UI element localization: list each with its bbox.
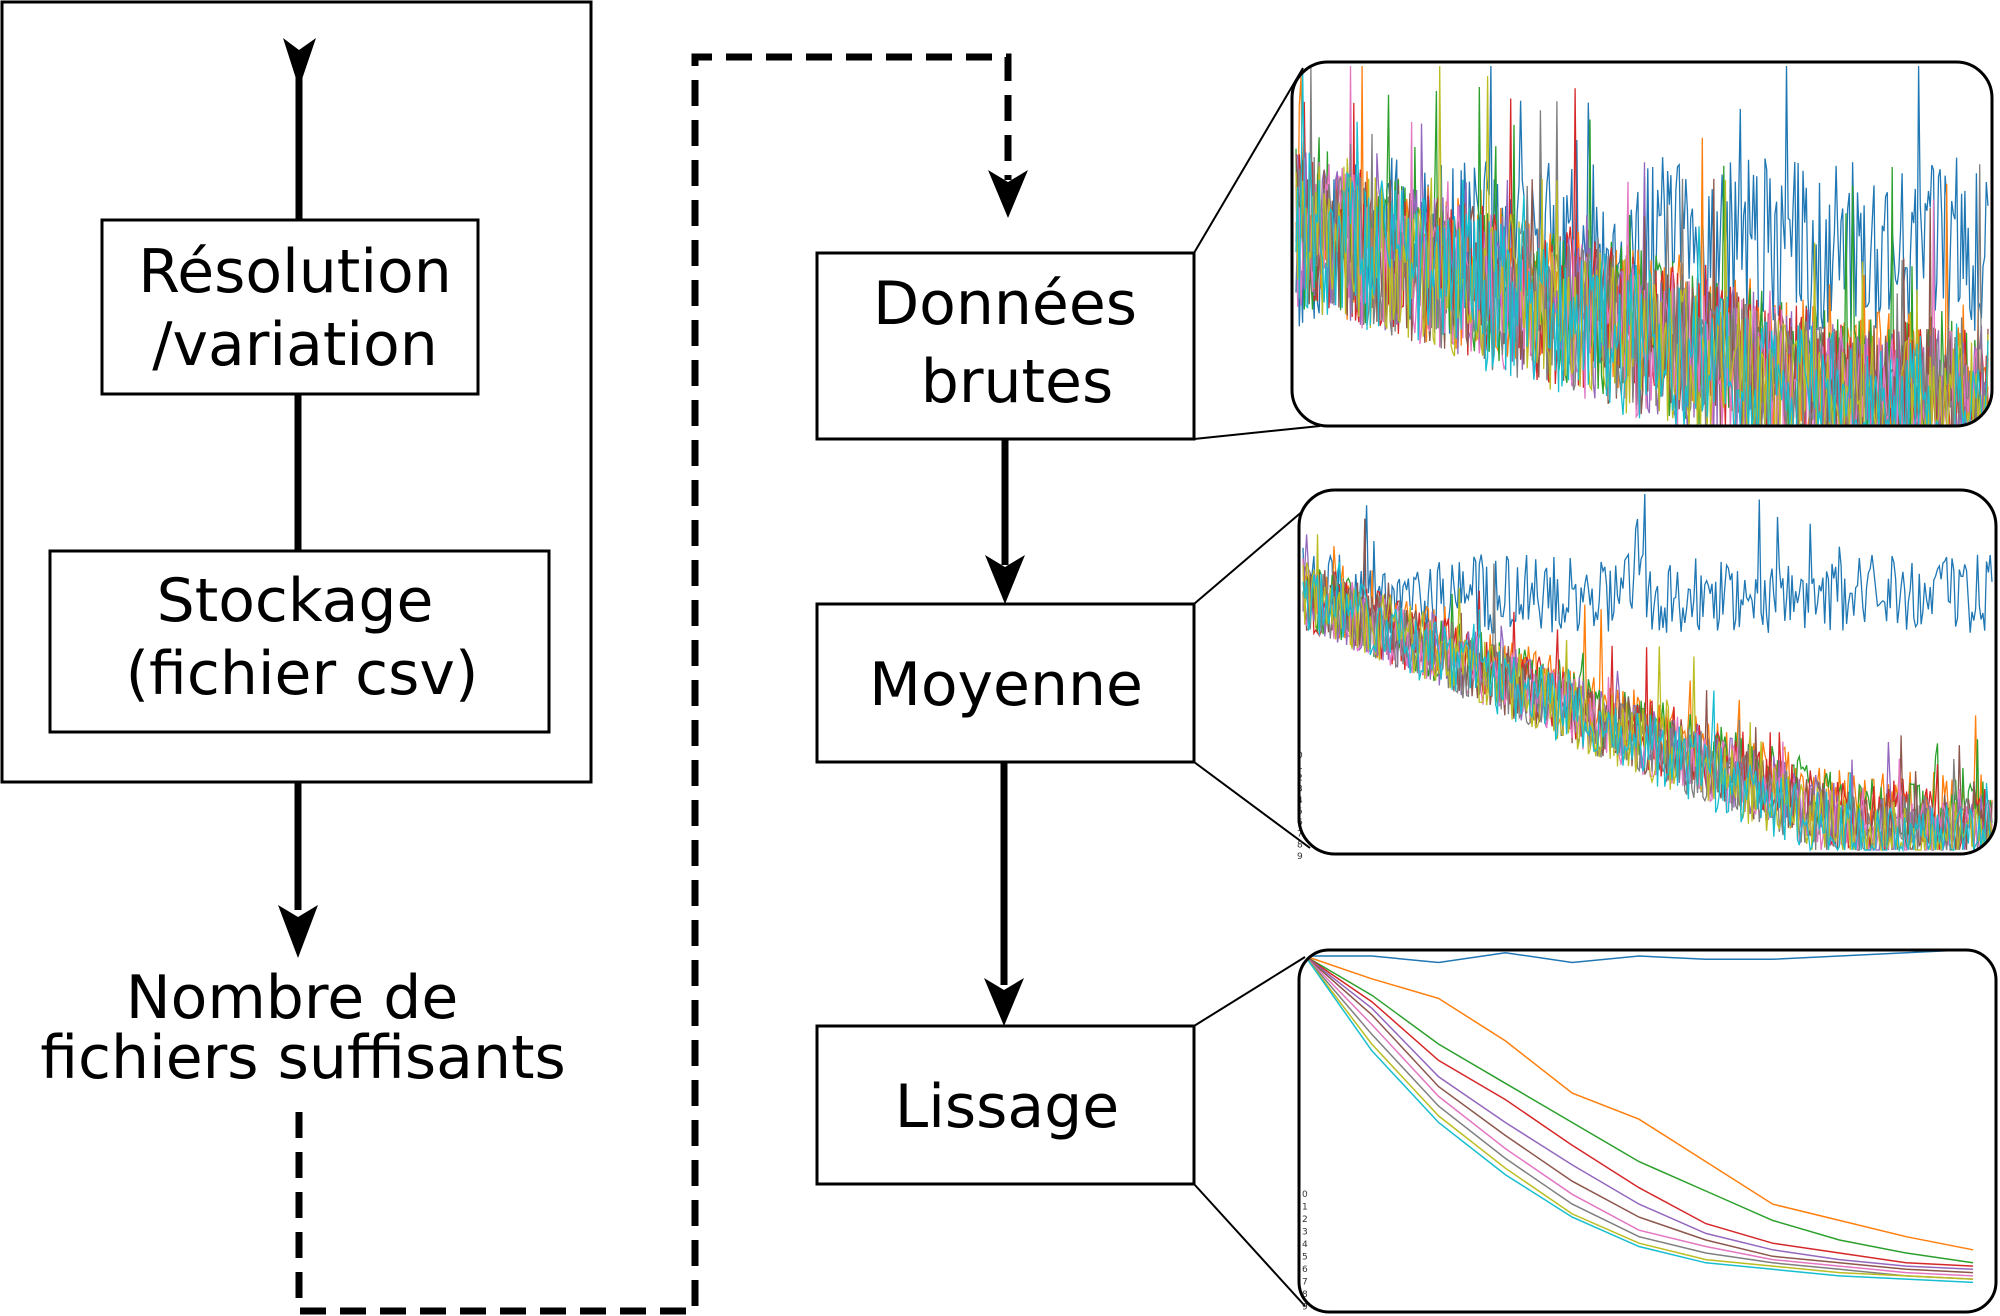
series-line bbox=[1302, 561, 1993, 853]
zoom-guide-line bbox=[1193, 1183, 1306, 1307]
box-label-line: Résolution bbox=[138, 237, 452, 307]
outcome-label-line: Nombre de bbox=[126, 963, 458, 1033]
step-raw-data: Données brutes bbox=[815, 251, 1196, 441]
tick-label: 5 bbox=[1302, 1253, 1308, 1263]
tick-label: 9 bbox=[1297, 852, 1303, 862]
outcome-label: Nombre de fichiers suffisants bbox=[40, 963, 566, 1093]
zoom-guide-line bbox=[1193, 956, 1306, 1027]
dashed-connector bbox=[295, 53, 1012, 1315]
smoothed-plot-area bbox=[1304, 950, 1974, 1284]
step-label-line: Moyenne bbox=[869, 650, 1143, 720]
tick-label: 1 bbox=[1302, 1203, 1308, 1213]
series-line bbox=[1295, 65, 1989, 426]
chart-smoothed: 0 1 2 3 4 5 6 7 8 9 bbox=[1297, 948, 1998, 1314]
series-line bbox=[1302, 563, 1993, 851]
smoothed-tick-labels: 0 1 2 3 4 5 6 7 8 9 bbox=[1302, 1190, 1308, 1313]
tick-label: 8 bbox=[1297, 841, 1303, 851]
series-line bbox=[1304, 955, 1974, 1280]
tick-label: 6 bbox=[1302, 1265, 1308, 1275]
step-label-line: Lissage bbox=[895, 1072, 1119, 1142]
mean-plot-area bbox=[1302, 493, 1993, 853]
series-line bbox=[1304, 955, 1974, 1280]
tick-label: 0 bbox=[1302, 1190, 1308, 1200]
tick-label: 7 bbox=[1297, 829, 1303, 839]
arrow-down-icon bbox=[988, 170, 1028, 218]
step-smoothing: Lissage bbox=[815, 1024, 1196, 1186]
series-line bbox=[1304, 955, 1974, 1267]
step-label-line: Données bbox=[873, 269, 1137, 339]
series-line bbox=[1304, 955, 1974, 1274]
box-label-line: Stockage bbox=[157, 566, 434, 636]
box-label-line: (fichier csv) bbox=[126, 639, 479, 709]
step-mean: Moyenne bbox=[815, 602, 1196, 764]
tick-label: 8 bbox=[1302, 1290, 1308, 1300]
tick-label: 2 bbox=[1302, 1215, 1308, 1225]
series-line bbox=[1304, 955, 1974, 1264]
series-line bbox=[1302, 493, 1993, 634]
raw-plot-area bbox=[1295, 65, 1989, 426]
series-line bbox=[1304, 955, 1974, 1251]
zoom-guide-line bbox=[1193, 67, 1304, 254]
arrow-down-icon bbox=[278, 905, 318, 958]
tick-label: 9 bbox=[1302, 1303, 1308, 1313]
zoom-guide-line bbox=[1193, 509, 1305, 605]
zoom-guide-line bbox=[1193, 425, 1321, 440]
series-line bbox=[1305, 950, 1974, 964]
zoom-guide-line bbox=[1193, 761, 1311, 849]
arrow-down-icon bbox=[984, 978, 1024, 1026]
tick-label: 7 bbox=[1302, 1278, 1308, 1288]
box-label-line: /variation bbox=[152, 310, 438, 380]
arrow-down-icon bbox=[985, 555, 1025, 604]
tick-label: 3 bbox=[1302, 1228, 1308, 1238]
step-label-line: brutes bbox=[921, 347, 1113, 417]
tick-label: 4 bbox=[1302, 1240, 1308, 1250]
box-stockage: Stockage (fichier csv) bbox=[48, 549, 551, 734]
box-resolution-variation: Résolution /variation bbox=[100, 218, 480, 396]
outcome-label-line: fichiers suffisants bbox=[40, 1023, 566, 1093]
series-line bbox=[1304, 955, 1974, 1284]
chart-raw-data bbox=[1290, 60, 1994, 428]
series-line bbox=[1304, 955, 1974, 1277]
series-line bbox=[1304, 955, 1974, 1271]
